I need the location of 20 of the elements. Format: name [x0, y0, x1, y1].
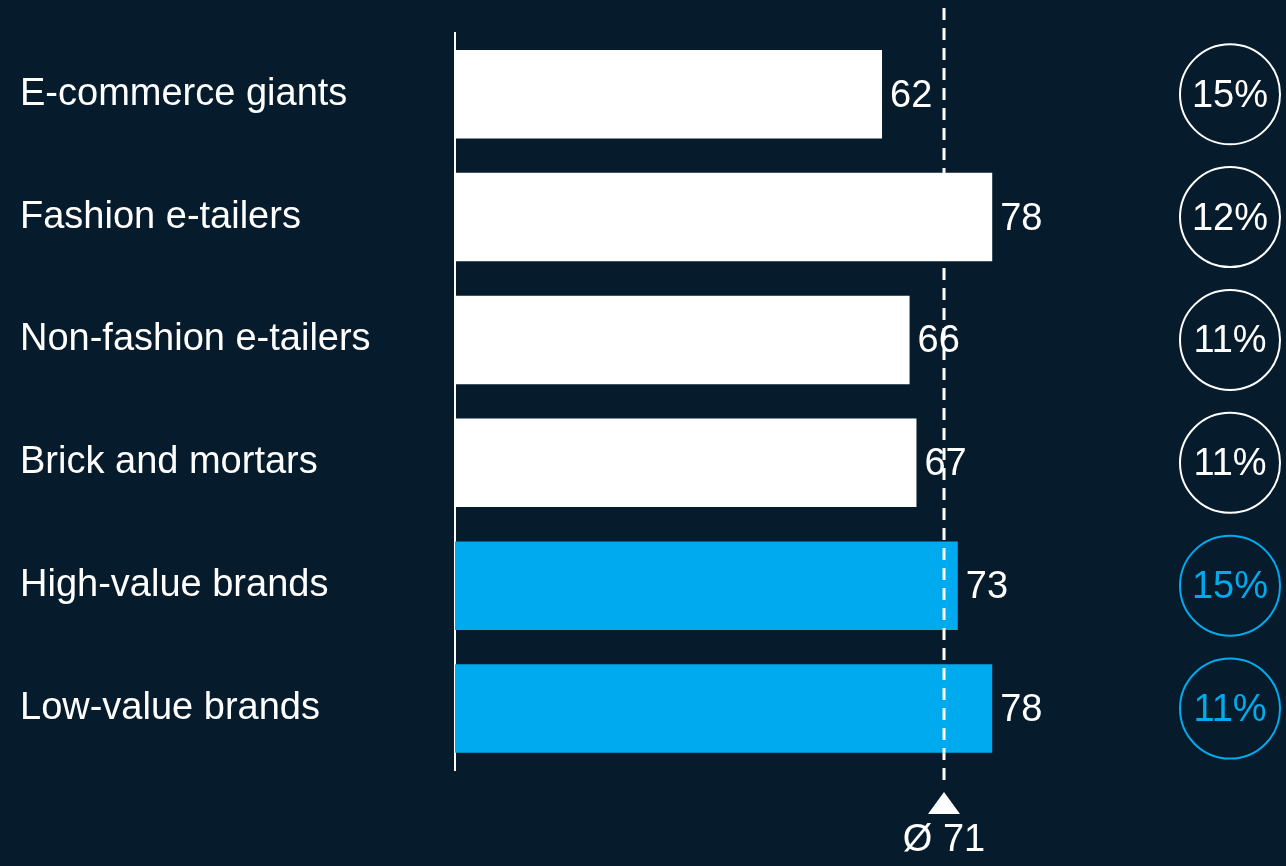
y-tick-label: E-commerce giants: [20, 70, 348, 113]
y-tick-label: Low-value brands: [20, 685, 320, 728]
y-tick-label: High-value brands: [20, 562, 329, 605]
y-tick-label: Brick and mortars: [20, 439, 318, 482]
data-label: 73: [965, 564, 1009, 607]
y-tick-label: Non-fashion e-tailers: [20, 316, 371, 359]
text: 11%: [1193, 441, 1267, 484]
data-label: 62: [890, 72, 933, 115]
text: 15%: [1191, 564, 1269, 607]
text: 12%: [1191, 195, 1269, 238]
data-label: 78: [1000, 687, 1043, 730]
text: 15%: [1191, 72, 1269, 115]
bar: [455, 541, 958, 630]
data-label: 67: [924, 441, 967, 484]
data-label: 78: [1000, 195, 1043, 238]
y-tick-label: Fashion e-tailers: [20, 193, 301, 236]
text: 11%: [1193, 687, 1267, 730]
bar: [455, 664, 993, 753]
text: 11%: [1193, 318, 1267, 361]
ref-line-label: Ø 71: [902, 817, 986, 860]
